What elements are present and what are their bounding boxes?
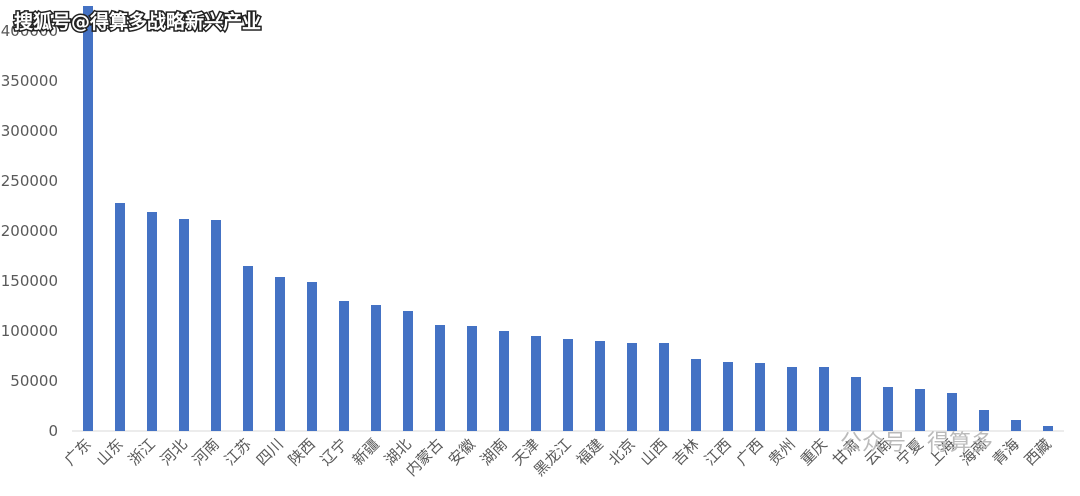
x-tick-label: 河南 bbox=[189, 435, 223, 469]
y-tick-label: 150000 bbox=[1, 272, 58, 290]
y-tick-label: 300000 bbox=[1, 122, 58, 140]
y-tick-label: 400000 bbox=[1, 22, 58, 40]
bar bbox=[403, 311, 413, 431]
bar bbox=[211, 220, 221, 431]
watermark: 公众号 · 得算多 bbox=[840, 431, 993, 456]
bar bbox=[979, 410, 989, 431]
x-tick-label: 广东 bbox=[61, 435, 95, 469]
y-tick-label: 100000 bbox=[1, 322, 58, 340]
x-tick-label: 内蒙古 bbox=[402, 435, 447, 480]
x-tick-label: 西藏 bbox=[1021, 435, 1055, 469]
bar bbox=[851, 377, 861, 431]
x-tick-label: 四川 bbox=[253, 435, 287, 469]
bar bbox=[307, 282, 317, 431]
bar bbox=[371, 305, 381, 431]
bar bbox=[755, 363, 765, 431]
x-tick-label: 吉林 bbox=[669, 435, 703, 469]
bar bbox=[883, 387, 893, 431]
watermark: 搜狐号@得算多战略新兴产业 bbox=[14, 10, 261, 33]
bar bbox=[563, 339, 573, 431]
x-tick-label: 贵州 bbox=[765, 435, 799, 469]
x-tick-label: 新疆 bbox=[349, 435, 383, 469]
bar bbox=[787, 367, 797, 431]
bar bbox=[147, 212, 157, 431]
bar bbox=[1011, 420, 1021, 431]
x-tick-label: 黑龙江 bbox=[530, 435, 575, 480]
bar bbox=[179, 219, 189, 431]
bar bbox=[339, 301, 349, 431]
x-tick-label: 重庆 bbox=[797, 435, 831, 469]
x-tick-label: 北京 bbox=[605, 435, 639, 469]
bar bbox=[915, 389, 925, 431]
bar bbox=[1043, 426, 1053, 431]
y-tick-label: 50000 bbox=[10, 372, 58, 390]
x-tick-label: 江苏 bbox=[221, 435, 255, 469]
y-tick-label: 200000 bbox=[1, 222, 58, 240]
y-tick-label: 250000 bbox=[1, 172, 58, 190]
bar bbox=[499, 331, 509, 431]
x-tick-label: 辽宁 bbox=[317, 435, 351, 469]
x-tick-label: 福建 bbox=[573, 435, 607, 469]
bar bbox=[275, 277, 285, 431]
bar bbox=[467, 326, 477, 431]
x-tick-label: 青海 bbox=[989, 435, 1023, 469]
bar bbox=[531, 336, 541, 431]
x-tick-label: 广西 bbox=[733, 435, 767, 469]
x-tick-label: 山东 bbox=[93, 435, 127, 469]
x-tick-label: 山西 bbox=[637, 435, 671, 469]
bar bbox=[595, 341, 605, 431]
x-tick-label: 安徽 bbox=[445, 435, 479, 469]
bar bbox=[819, 367, 829, 431]
x-tick-label: 浙江 bbox=[125, 435, 159, 469]
x-tick-label: 陕西 bbox=[285, 435, 319, 469]
x-tick-label: 湖南 bbox=[477, 435, 511, 469]
plot-area: 0 50000 100000 150000 200000 250000 300000 3500… bbox=[1, 6, 1055, 480]
y-tick-label: 350000 bbox=[1, 72, 58, 90]
bar bbox=[243, 266, 253, 431]
bar bbox=[659, 343, 669, 431]
x-tick-label: 江西 bbox=[701, 435, 735, 469]
bar bbox=[723, 362, 733, 431]
bar bbox=[947, 393, 957, 431]
bar bbox=[115, 203, 125, 431]
y-tick-label: 0 bbox=[48, 422, 58, 440]
bar bbox=[435, 325, 445, 431]
bar bbox=[83, 6, 93, 431]
bar bbox=[691, 359, 701, 431]
bar bbox=[627, 343, 637, 431]
x-tick-label: 河北 bbox=[157, 435, 191, 469]
